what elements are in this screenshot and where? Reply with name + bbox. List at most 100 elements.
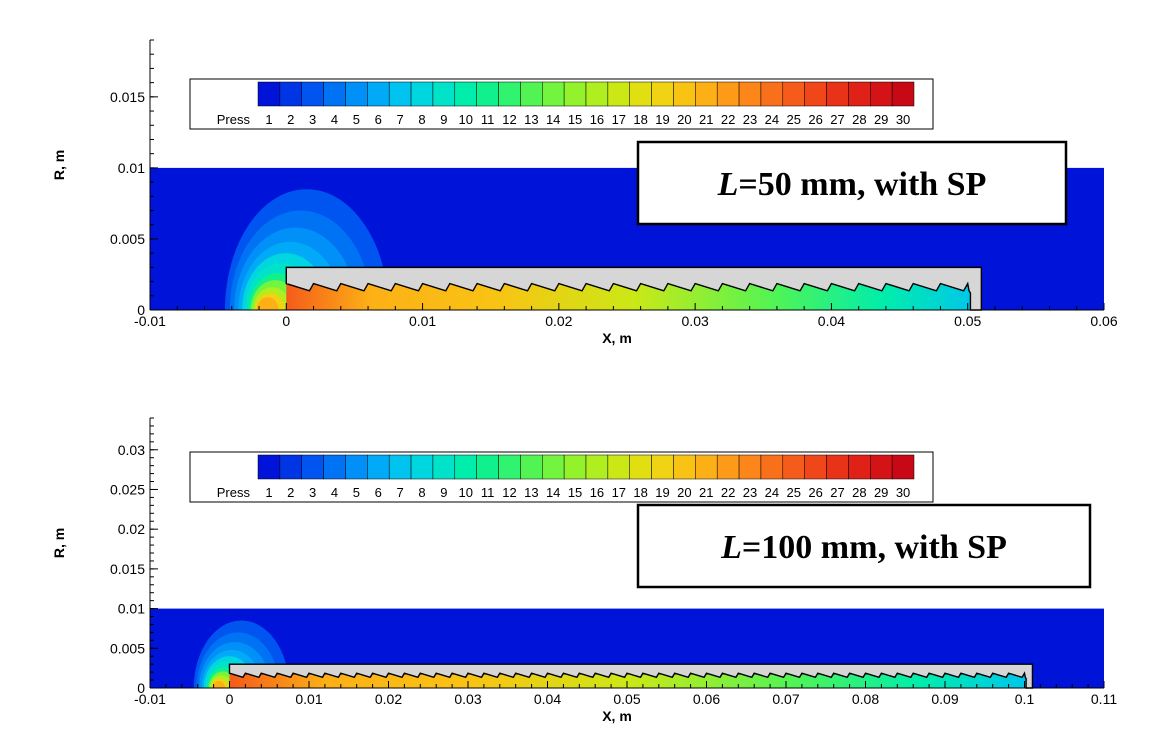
colorbar-level-label: 23	[743, 485, 757, 500]
x-tick-label: 0.01	[409, 313, 436, 329]
colorbar-level-label: 18	[633, 112, 647, 127]
colorbar-level-label: 14	[546, 112, 560, 127]
colorbar-swatch	[629, 81, 652, 107]
colorbar-level-label: 16	[590, 112, 604, 127]
colorbar-level-label: 20	[677, 112, 691, 127]
colorbar-level-label: 9	[440, 485, 447, 500]
colorbar-level-label: 30	[896, 112, 910, 127]
y-tick-label: 0.03	[118, 442, 145, 458]
colorbar-level-label: 27	[830, 485, 844, 500]
colorbar-level-label: 2	[287, 112, 294, 127]
colorbar-swatch	[345, 454, 368, 480]
colorbar-level-label: 21	[699, 485, 713, 500]
case-label-box	[636, 140, 1068, 226]
colorbar-level-label: 19	[655, 112, 669, 127]
colorbar-level-label: 3	[309, 112, 316, 127]
colorbar-swatch	[257, 81, 281, 107]
colorbar-swatch	[651, 454, 674, 480]
colorbar-swatch	[716, 81, 740, 107]
colorbar-legend: Press 1 2 3 4 5 6 7 8 9 10 11 12 13 14 15 16 17 18 19 20 21 22…	[189, 78, 934, 130]
plume-contour-11	[256, 297, 279, 310]
colorbar-swatch	[651, 81, 674, 107]
colorbar-swatch	[542, 454, 565, 480]
colorbar-level-label: 18	[633, 485, 647, 500]
panel-1: -0.01 0 0.01 0.02 0.03 0.04 0.05 0.0600.0050.01…	[51, 39, 1118, 346]
colorbar-swatch	[388, 81, 412, 107]
colorbar-swatch	[629, 454, 652, 480]
colorbar-swatch	[542, 81, 565, 107]
colorbar-level-label: 14	[546, 485, 560, 500]
x-axis-title: X, m	[602, 330, 632, 346]
y-tick-label: 0.01	[118, 160, 145, 176]
colorbar-swatch	[607, 454, 630, 480]
x-tick-label: 0.04	[818, 313, 845, 329]
colorbar-swatch	[498, 454, 521, 480]
colorbar-level-label: 28	[852, 112, 866, 127]
colorbar-swatch	[279, 454, 302, 480]
colorbar-title: Press	[217, 485, 251, 500]
case-label-box	[636, 503, 1092, 589]
y-tick-label: 0.005	[110, 640, 145, 656]
colorbar-swatch	[848, 81, 871, 107]
plume-contour-11	[212, 680, 226, 689]
x-tick-label: 0	[282, 313, 290, 329]
colorbar-level-label: 8	[418, 485, 425, 500]
projectile-body	[228, 663, 1034, 689]
colorbar-level-label: 17	[612, 485, 626, 500]
colorbar-level-label: 12	[502, 112, 516, 127]
colorbar-level-label: 22	[721, 112, 735, 127]
x-axis-title: X, m	[602, 708, 632, 724]
y-tick-label: 0.015	[110, 561, 145, 577]
colorbar-level-label: 5	[353, 112, 360, 127]
colorbar-swatch	[257, 454, 281, 480]
colorbar-level-label: 24	[765, 485, 779, 500]
x-tick-label: 0	[226, 691, 234, 707]
colorbar-swatch	[848, 454, 871, 480]
x-tick-label: -0.01	[134, 313, 166, 329]
colorbar-swatch	[804, 454, 827, 480]
colorbar-level-label: 5	[353, 485, 360, 500]
colorbar-level-label: 1	[265, 112, 272, 127]
case-label-text: L=100 mm, with SP	[720, 529, 1007, 566]
y-tick-label: 0.02	[118, 521, 145, 537]
colorbar-level-label: 26	[808, 112, 822, 127]
colorbar-level-label: 9	[440, 112, 447, 127]
colorbar-swatch	[585, 81, 609, 107]
colorbar-swatch	[367, 454, 390, 480]
colorbar-swatch	[410, 454, 434, 480]
colorbar-swatch	[738, 81, 762, 107]
x-tick-label: 0.02	[375, 691, 402, 707]
colorbar-level-label: 16	[590, 485, 604, 500]
x-tick-label: 0.07	[772, 691, 799, 707]
colorbar-swatch	[585, 454, 609, 480]
colorbar-level-label: 3	[309, 485, 316, 500]
colorbar-level-label: 29	[874, 112, 888, 127]
colorbar-swatch	[563, 81, 587, 107]
colorbar-swatch	[454, 81, 477, 107]
colorbar-level-label: 6	[375, 485, 382, 500]
colorbar-level-label: 8	[418, 112, 425, 127]
colorbar-level-label: 26	[808, 485, 822, 500]
colorbar-swatch	[323, 81, 346, 107]
y-axis-title: R, m	[51, 528, 67, 558]
colorbar-swatch	[870, 454, 893, 480]
colorbar-level-label: 24	[765, 112, 779, 127]
y-tick-label: 0	[137, 302, 145, 318]
colorbar-swatch	[454, 454, 477, 480]
x-tick-label: 0.03	[454, 691, 481, 707]
x-tick-label: 0.06	[1090, 313, 1117, 329]
colorbar-level-label: 6	[375, 112, 382, 127]
colorbar-swatch	[301, 454, 324, 480]
colorbar-swatch	[388, 454, 412, 480]
colorbar-swatch	[476, 81, 499, 107]
x-tick-label: 0.09	[931, 691, 958, 707]
y-tick-label: 0.015	[110, 89, 145, 105]
x-tick-label: 0.05	[954, 313, 981, 329]
colorbar-swatch	[432, 454, 456, 480]
colorbar-swatch	[673, 454, 696, 480]
y-tick-label: 0.01	[118, 601, 145, 617]
case-label-italic: L	[720, 529, 742, 566]
colorbar-swatch	[695, 454, 718, 480]
y-tick-label: 0	[137, 680, 145, 696]
